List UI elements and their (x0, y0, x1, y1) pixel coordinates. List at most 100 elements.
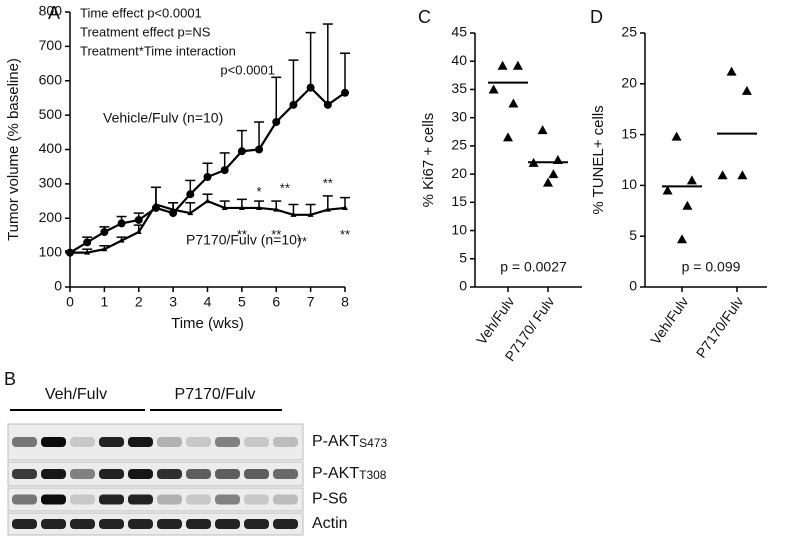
point (543, 177, 553, 187)
point (237, 147, 246, 156)
y-tick-label: 30 (451, 108, 467, 124)
point (220, 166, 229, 175)
x-tick-label: 4 (204, 294, 212, 310)
y-tick-label: 35 (451, 80, 467, 96)
point (272, 118, 281, 126)
point (682, 200, 693, 210)
x-tick-label: 5 (238, 294, 246, 310)
significance: ** (271, 227, 281, 242)
x-tick-label: 8 (341, 294, 349, 310)
blot-band (99, 469, 124, 479)
y-tick-label: 400 (39, 140, 63, 156)
blot-band (273, 437, 298, 447)
x-tick-label: Veh/Fulv (647, 294, 691, 348)
row-label: P-AKTS473 (312, 433, 387, 450)
point (203, 173, 212, 181)
blot-band (12, 437, 37, 447)
blot-band (41, 469, 66, 479)
panel-letter: A (48, 3, 60, 23)
blot-band (128, 494, 153, 505)
point (273, 206, 280, 212)
point (726, 66, 737, 76)
y-tick-label: 5 (459, 249, 467, 265)
point (662, 185, 673, 195)
blot-band (244, 519, 269, 529)
blot-band (186, 519, 211, 529)
row-label: P-S6 (312, 491, 348, 508)
point (741, 85, 752, 95)
y-tick-label: 10 (451, 221, 467, 237)
point (187, 210, 194, 216)
x-tick-label: 7 (307, 294, 315, 310)
point (512, 60, 523, 70)
blot-band (41, 494, 66, 505)
point (84, 249, 91, 255)
y-tick-label: 15 (621, 125, 637, 141)
panel-letter: B (4, 369, 16, 389)
y-tick-label: 5 (629, 227, 637, 243)
point (677, 234, 687, 244)
blot-band (70, 437, 95, 447)
point (186, 190, 195, 199)
panel-letter: D (590, 7, 603, 27)
y-tick-label: 10 (621, 176, 637, 192)
point (204, 198, 211, 204)
annotation: p<0.0001 (220, 62, 275, 77)
significance: ** (237, 227, 247, 242)
x-tick-label: 1 (100, 294, 108, 310)
point (67, 249, 73, 255)
x-tick-label: 2 (135, 294, 143, 310)
blot-band (244, 469, 269, 479)
row-label: P-AKTT308 (312, 465, 387, 482)
point (255, 145, 264, 154)
y-tick-label: 25 (621, 24, 637, 40)
p-value: p = 0.0027 (500, 259, 567, 275)
blot-band (99, 519, 124, 529)
row-name: P-AKT (312, 465, 359, 482)
point (324, 206, 331, 212)
blot-band (244, 494, 269, 505)
group-label: P7170/Fulv (175, 386, 256, 403)
point (307, 211, 314, 217)
point (686, 175, 697, 185)
blot-band (186, 494, 211, 505)
y-tick-label: 0 (629, 278, 637, 294)
y-axis-label: Tumor volume (% baseline) (5, 58, 22, 241)
x-tick-label: P7170/Fulv (693, 294, 747, 361)
point (737, 170, 748, 180)
y-tick-label: 300 (39, 175, 63, 191)
blot-band (273, 469, 298, 479)
y-axis-label: % TUNEL+ cells (590, 105, 607, 214)
point (671, 131, 682, 141)
blot-band (128, 519, 153, 529)
blot-band (157, 494, 182, 505)
annotation: Treatment effect p=NS (80, 24, 211, 39)
significance: ** (340, 227, 350, 242)
blot-background (7, 487, 304, 512)
point (306, 83, 315, 92)
point (135, 229, 142, 234)
point (134, 215, 143, 224)
annotation: Treatment*Time interaction (80, 43, 236, 58)
series-label: Vehicle/Fulv (n=10) (103, 110, 223, 126)
blot-band (186, 437, 211, 447)
blot-band (41, 437, 66, 447)
blot-band (244, 437, 269, 447)
blot-band (70, 494, 95, 505)
y-tick-label: 15 (451, 193, 467, 209)
series-label: P7170/Fulv (n=10) (186, 232, 302, 248)
y-tick-label: 25 (451, 137, 467, 153)
blot-band (128, 437, 153, 447)
blot-band (186, 469, 211, 479)
point (548, 169, 559, 179)
x-tick-label: 6 (272, 294, 280, 310)
y-tick-label: 20 (451, 165, 467, 181)
row-name: Actin (312, 515, 348, 532)
point (170, 206, 177, 212)
y-tick-label: 200 (39, 209, 63, 225)
blot-band (215, 494, 240, 505)
y-tick-label: 500 (39, 106, 63, 122)
significance: ** (280, 180, 290, 195)
row-name: P-AKT (312, 433, 359, 450)
